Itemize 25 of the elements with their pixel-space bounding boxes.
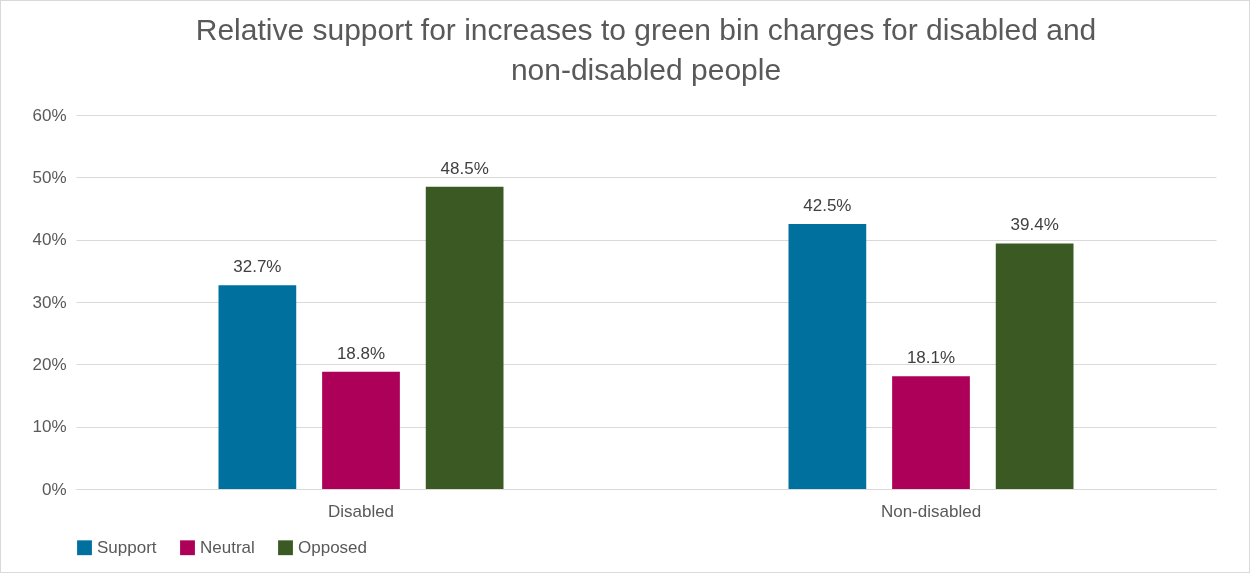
chart-title: Relative support for increases to green bin charges for disabled and non-disabled people bbox=[195, 13, 1097, 86]
data-label: 39.4% bbox=[1010, 215, 1059, 235]
y-tick-label: 0% bbox=[41, 479, 67, 499]
x-tick-label: Non-disabled bbox=[880, 501, 982, 521]
bar bbox=[322, 371, 400, 489]
data-label: 32.7% bbox=[233, 257, 282, 277]
bar bbox=[995, 243, 1074, 489]
data-label: 18.1% bbox=[906, 348, 956, 368]
data-label: 42.5% bbox=[803, 196, 852, 216]
y-tick-label: 60% bbox=[32, 105, 67, 125]
legend-label: Support bbox=[97, 537, 157, 557]
x-tick-label: Disabled bbox=[327, 501, 395, 521]
y-tick-label: 10% bbox=[32, 417, 67, 437]
bar bbox=[425, 186, 504, 489]
legend-label: Neutral bbox=[200, 537, 255, 557]
y-tick-label: 50% bbox=[32, 167, 67, 187]
y-tick-label: 20% bbox=[32, 354, 67, 374]
data-label: 48.5% bbox=[440, 158, 489, 178]
y-tick-label: 30% bbox=[32, 292, 67, 312]
legend-label: Opposed bbox=[298, 537, 367, 557]
data-label: 18.8% bbox=[336, 343, 386, 363]
bar bbox=[788, 224, 867, 489]
bar bbox=[218, 285, 297, 489]
y-tick-label: 40% bbox=[32, 230, 67, 250]
bar bbox=[892, 376, 970, 489]
